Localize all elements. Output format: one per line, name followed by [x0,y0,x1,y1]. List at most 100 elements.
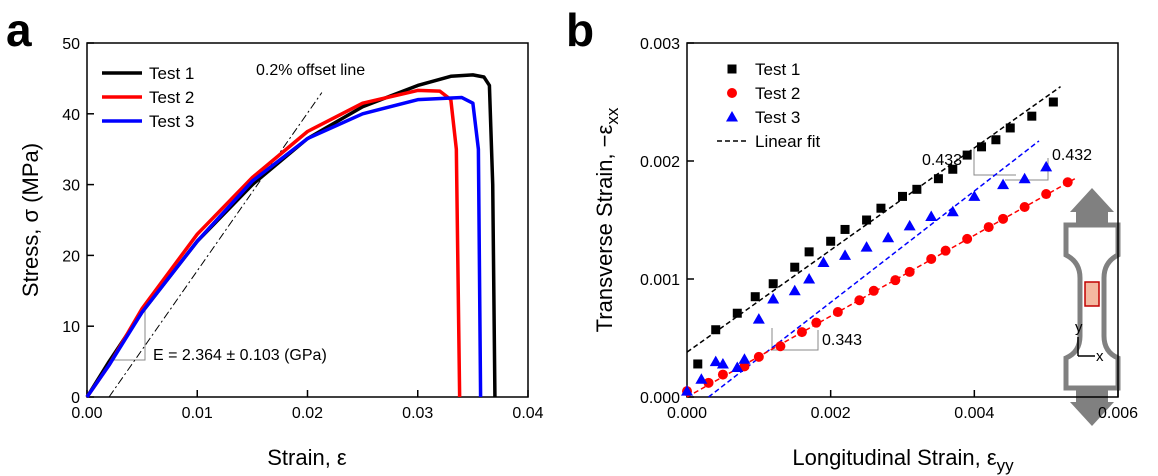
y-tick-label: 10 [62,319,80,336]
legend-label: Test 2 [149,88,194,107]
legend-label: Test 3 [149,112,194,131]
marker [940,245,951,256]
marker [832,307,843,318]
panel-label: a [6,4,32,56]
arrow [1070,390,1114,426]
x-tick-label: 0.00 [71,405,102,422]
y-tick-label: 0.002 [640,154,680,171]
marker [962,233,973,244]
marker [717,369,728,380]
annotation: 0.433 [922,152,962,169]
marker [876,203,886,213]
marker [790,262,800,272]
marker [804,247,814,257]
marker [788,284,801,296]
marker [925,210,938,221]
marker [860,241,873,252]
marker [817,256,830,267]
series-line [85,95,483,398]
legend-label: Test 2 [755,84,800,103]
marker [903,219,916,231]
x-tick-label: 0.004 [954,405,994,422]
plot-frame [686,42,1119,398]
marker [1019,202,1030,213]
y-axis-title: Stress, σ (MPa) [18,143,43,297]
x-axis-title: Strain, ε [267,445,347,470]
marker [862,215,872,225]
y-tick-label: 50 [62,36,80,53]
gauge [1084,281,1100,307]
fit-line [708,140,1040,398]
x-tick-label: 0.04 [512,405,543,422]
x-tick-label: 0.000 [667,405,707,422]
marker [1040,160,1053,172]
x-axis-title-main: Longitudinal Strain, ε [792,445,996,470]
legend-label: Test 1 [755,60,800,79]
marker [750,292,760,302]
x-tick-label: 0.006 [1098,405,1138,422]
marker [703,377,714,388]
marker [739,361,750,372]
marker [681,385,693,396]
panel-label: b [566,4,594,56]
marker [997,178,1010,190]
y-tick-label: 30 [62,178,80,195]
marker [731,361,744,372]
legend-label: Linear fit [755,132,820,151]
slope-triangle [973,147,1016,176]
marker [775,341,786,352]
annotation: 0.343 [822,332,862,349]
annotation: 0.2% offset line [256,62,365,79]
marker [1041,189,1052,200]
legend-swatch [727,64,737,74]
x-axis-title-sub: yy [997,456,1015,475]
x-tick-label: 0.002 [811,405,851,422]
marker [948,164,958,174]
annotation: E = 2.364 ± 0.103 (GPa) [153,347,327,364]
y-tick-label: 0.003 [640,36,680,53]
y-axis-title-sub: xx [603,107,622,125]
legend-label: Test 3 [755,108,800,127]
marker [946,205,959,217]
marker [912,184,922,194]
marker [882,231,895,243]
marker [738,353,751,364]
marker [693,359,703,369]
marker [803,273,816,284]
marker [962,150,972,160]
x-tick-label: 0.03 [402,405,433,422]
y-tick-label: 40 [62,107,80,124]
marker [767,293,780,304]
x-axis-title: Longitudinal Strain, εyy [792,445,1014,475]
marker [732,308,742,318]
x-tick-label: 0.01 [182,405,213,422]
marker [752,313,765,324]
slope-triangle [771,328,819,351]
marker [926,253,937,264]
marker [840,224,850,234]
marker [695,373,708,384]
plot-frame [86,42,529,398]
marker [1018,172,1031,184]
marker [711,325,721,335]
inset-label: y [1075,319,1083,336]
marker [1027,111,1037,121]
arrow [1070,188,1114,224]
marker [796,327,807,338]
marker [977,142,987,152]
marker [839,249,852,260]
marker [1062,177,1073,188]
marker [1005,123,1015,133]
marker [991,135,1001,145]
marker [998,213,1009,224]
marker [709,355,722,367]
marker [826,236,836,246]
marker [983,222,994,233]
x-tick-label: 0.02 [292,405,323,422]
fit-line [686,178,1076,398]
marker [890,275,901,286]
fit-line [686,86,1061,353]
marker [968,190,981,201]
marker [811,317,822,328]
offset-line [108,92,323,398]
